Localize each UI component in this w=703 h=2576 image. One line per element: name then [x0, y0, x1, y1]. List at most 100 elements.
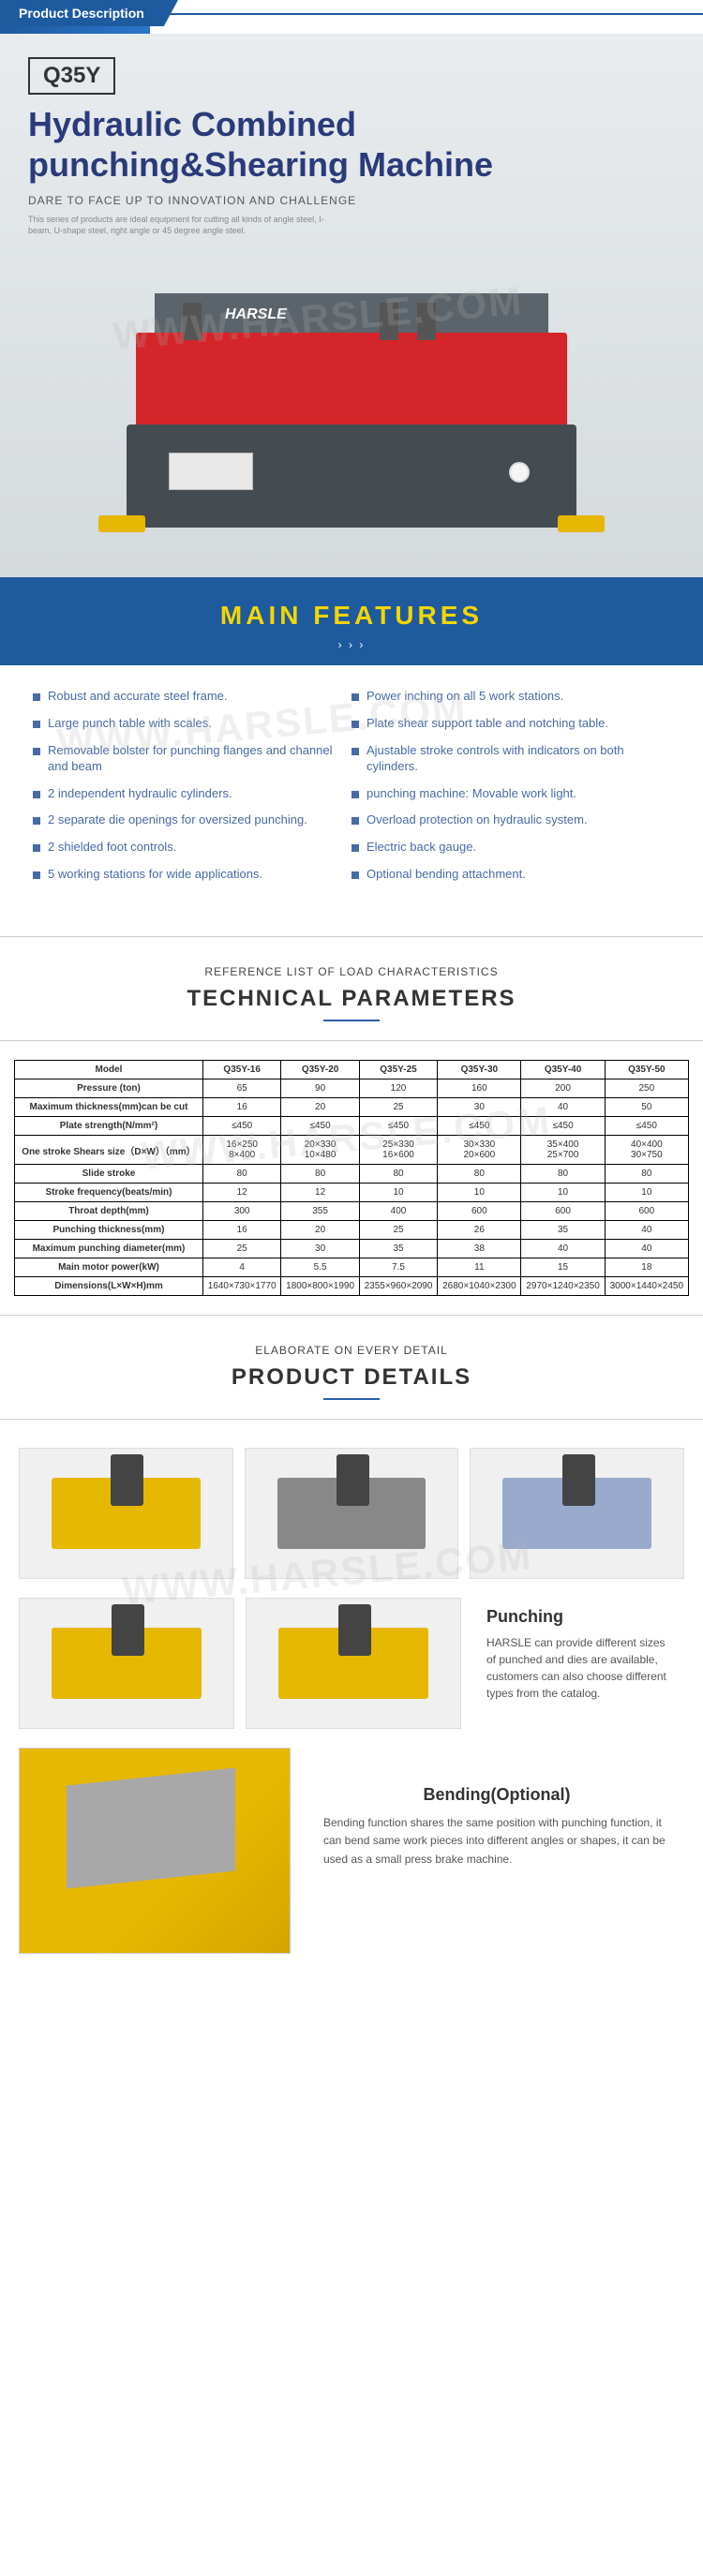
table-cell: 16: [202, 1098, 280, 1117]
feature-item: Large punch table with scales.: [33, 716, 352, 732]
table-cell: 250: [605, 1080, 688, 1098]
table-cell: 25: [359, 1098, 437, 1117]
detail-image: [19, 1448, 233, 1579]
table-row: One stroke Shears size（D×W）（mm）16×250 8×…: [15, 1136, 689, 1165]
machine-gauge: [509, 462, 530, 483]
table-header: Q35Y-25: [359, 1061, 437, 1080]
table-row: Maximum thickness(mm)can be cut162025304…: [15, 1098, 689, 1117]
table-cell: 80: [359, 1165, 437, 1184]
table-cell: 10: [438, 1184, 521, 1202]
machine-tool: [417, 303, 436, 340]
bending-heading: Bending(Optional): [323, 1785, 670, 1805]
feature-item: Ajustable stroke controls with indicator…: [352, 743, 670, 775]
bending-desc: Bending function shares the same positio…: [323, 1814, 670, 1869]
table-row: Pressure (ton)6590120160200250: [15, 1080, 689, 1098]
table-cell: Dimensions(L×W×H)mm: [15, 1277, 203, 1296]
table-cell: Maximum punching diameter(mm): [15, 1240, 203, 1258]
punching-desc: HARSLE can provide different sizes of pu…: [486, 1634, 670, 1702]
hero-smalltext: This series of products are ideal equipm…: [28, 215, 328, 236]
table-cell: Main motor power(kW): [15, 1258, 203, 1277]
table-cell: ≤450: [202, 1117, 280, 1136]
foot-pedal-left: [98, 515, 145, 532]
table-cell: 35: [359, 1240, 437, 1258]
bending-text: Bending(Optional) Bending function share…: [309, 1748, 684, 1869]
punching-heading: Punching: [486, 1607, 670, 1627]
tech-params-sub: REFERENCE LIST OF LOAD CHARACTERISTICS: [0, 965, 703, 978]
table-cell: 12: [281, 1184, 359, 1202]
machine-control-panel: [169, 453, 253, 490]
table-cell: One stroke Shears size（D×W）（mm）: [15, 1136, 203, 1165]
table-cell: 25×330 16×600: [359, 1136, 437, 1165]
table-cell: 160: [438, 1080, 521, 1098]
detail-image: [19, 1598, 234, 1729]
table-cell: 35×400 25×700: [521, 1136, 605, 1165]
table-cell: 40×400 30×750: [605, 1136, 688, 1165]
main-features-header: MAIN FEATURES › › ›: [0, 577, 703, 665]
table-cell: Maximum thickness(mm)can be cut: [15, 1098, 203, 1117]
model-badge: Q35Y: [28, 57, 115, 95]
feature-item: Electric back gauge.: [352, 840, 670, 856]
table-header: Model: [15, 1061, 203, 1080]
table-cell: Stroke frequency(beats/min): [15, 1184, 203, 1202]
machine-upper: [136, 333, 567, 426]
table-cell: 10: [521, 1184, 605, 1202]
table-cell: 40: [521, 1240, 605, 1258]
table-cell: 26: [438, 1221, 521, 1240]
table-cell: 25: [202, 1240, 280, 1258]
tech-params-title: TECHNICAL PARAMETERS: [187, 986, 516, 1012]
table-cell: 40: [605, 1221, 688, 1240]
feature-item: 5 working stations for wide applications…: [33, 867, 352, 883]
detail-image: [470, 1448, 684, 1579]
feature-item: 2 shielded foot controls.: [33, 840, 352, 856]
table-cell: 12: [202, 1184, 280, 1202]
table-cell: 80: [438, 1165, 521, 1184]
main-features-title: MAIN FEATURES: [0, 601, 703, 631]
table-cell: 600: [438, 1202, 521, 1221]
machine-illustration: HARSLE: [28, 265, 675, 528]
table-cell: 600: [521, 1202, 605, 1221]
table-cell: 15: [521, 1258, 605, 1277]
table-header: Q35Y-20: [281, 1061, 359, 1080]
features-col-left: Robust and accurate steel frame. Large pu…: [33, 689, 352, 894]
table-cell: 25: [359, 1221, 437, 1240]
table-cell: Punching thickness(mm): [15, 1221, 203, 1240]
features-col-right: Power inching on all 5 work stations. Pla…: [352, 689, 670, 894]
section-header: Product Description: [0, 0, 703, 34]
table-header: Q35Y-16: [202, 1061, 280, 1080]
table-cell: 1640×730×1770: [202, 1277, 280, 1296]
table-cell: 18: [605, 1258, 688, 1277]
table-header: Q35Y-30: [438, 1061, 521, 1080]
tech-params-header: REFERENCE LIST OF LOAD CHARACTERISTICS T…: [0, 936, 703, 1041]
table-row: Dimensions(L×W×H)mm1640×730×17701800×800…: [15, 1277, 689, 1296]
feature-item: 2 separate die openings for oversized pu…: [33, 812, 352, 828]
table-cell: 80: [521, 1165, 605, 1184]
feature-item: Power inching on all 5 work stations.: [352, 689, 670, 705]
table-row: Stroke frequency(beats/min)121210101010: [15, 1184, 689, 1202]
feature-item: Plate shear support table and notching t…: [352, 716, 670, 732]
table-cell: Pressure (ton): [15, 1080, 203, 1098]
table-row: Main motor power(kW)45.57.5111518: [15, 1258, 689, 1277]
table-cell: ≤450: [605, 1117, 688, 1136]
table-cell: 80: [605, 1165, 688, 1184]
feature-item: Robust and accurate steel frame.: [33, 689, 352, 705]
feature-item: 2 independent hydraulic cylinders.: [33, 786, 352, 802]
table-cell: 40: [521, 1098, 605, 1117]
table-cell: 30: [438, 1098, 521, 1117]
table-cell: 600: [605, 1202, 688, 1221]
feature-item: Removable bolster for punching flanges a…: [33, 743, 352, 775]
feature-item: punching machine: Movable work light.: [352, 786, 670, 802]
hero-tagline: DARE TO FACE UP TO INNOVATION AND CHALLE…: [28, 194, 675, 207]
table-cell: 90: [281, 1080, 359, 1098]
table-cell: 65: [202, 1080, 280, 1098]
hero-section: Q35Y Hydraulic Combined punching&Shearin…: [0, 34, 703, 577]
machine-tool: [380, 303, 398, 340]
table-cell: ≤450: [438, 1117, 521, 1136]
table-cell: 355: [281, 1202, 359, 1221]
table-cell: 11: [438, 1258, 521, 1277]
table-cell: 7.5: [359, 1258, 437, 1277]
feature-item: Overload protection on hydraulic system.: [352, 812, 670, 828]
detail-row-punching-1: [0, 1438, 703, 1588]
section-header-label: Product Description: [0, 0, 178, 26]
table-cell: 2680×1040×2300: [438, 1277, 521, 1296]
detail-image: [246, 1598, 461, 1729]
